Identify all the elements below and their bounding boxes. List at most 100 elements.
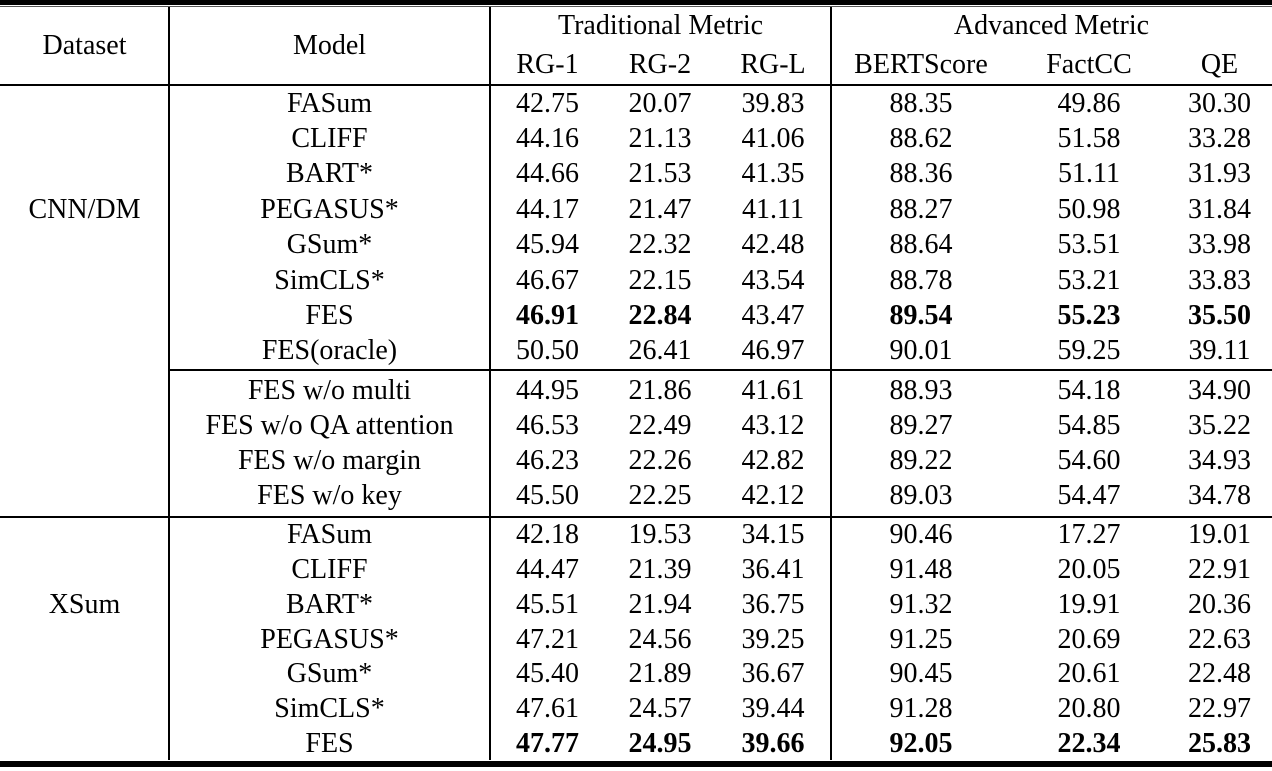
metric-value: 21.13	[628, 123, 692, 155]
table-row: FASum 42.75 20.07 39.83 88.35 49.86 30.30	[0, 86, 1272, 121]
metric-value: 51.58	[1057, 123, 1121, 155]
model-name: FASum	[286, 87, 373, 119]
metric-value: 22.25	[628, 479, 692, 511]
metric-value: 42.12	[741, 479, 805, 511]
col-header-rg-1: RG-1	[516, 48, 579, 80]
model-name: SimCLS*	[274, 264, 385, 296]
metric-value: 54.18	[1057, 374, 1121, 406]
metric-header-row: RG-1 RG-2 RG-L BERTScore FactCC QE	[490, 45, 1272, 84]
table-row: PEGASUS* 44.17 21.47 41.11 88.27 50.98 31.84	[0, 192, 1272, 227]
vertical-rule-dataset-model	[168, 7, 170, 760]
group-header-advanced-metric: Advanced Metric	[953, 10, 1150, 41]
metric-value: 22.15	[628, 264, 692, 296]
metric-value: 88.78	[889, 264, 953, 296]
model-name: FES(oracle)	[261, 335, 398, 367]
table-row: BART* 44.66 21.53 41.35 88.36 51.11 31.93	[0, 157, 1272, 192]
dataset-cell-empty	[0, 657, 169, 692]
metric-value: 22.97	[1188, 692, 1251, 724]
metric-value: 90.01	[889, 335, 953, 367]
metric-value: 42.82	[741, 444, 805, 476]
table-row: SimCLS* 47.61 24.57 39.44 91.28 20.80 22.97	[0, 692, 1272, 727]
metric-value: 22.34	[1057, 727, 1121, 759]
table-row: GSum* 45.94 22.32 42.48 88.64 53.51 33.98	[0, 228, 1272, 263]
metric-value: 20.61	[1057, 658, 1121, 690]
metric-value: 21.47	[628, 193, 692, 225]
metric-value: 50.50	[516, 335, 579, 367]
metric-value: 22.32	[628, 229, 692, 261]
model-name: CLIFF	[291, 554, 368, 586]
model-name: FES	[305, 727, 354, 759]
metric-value: 22.49	[628, 409, 692, 441]
dataset-cell-empty	[0, 553, 169, 588]
table-header: Dataset Model Traditional Metric Advance…	[0, 7, 1272, 84]
col-header-dataset: Dataset	[42, 29, 127, 61]
metric-value: 22.63	[1188, 623, 1251, 655]
metric-value: 33.98	[1188, 229, 1251, 261]
metric-value: 24.56	[628, 623, 692, 655]
metric-value: 30.30	[1188, 87, 1251, 119]
metric-value: 54.85	[1057, 409, 1121, 441]
dataset-cell-empty	[0, 726, 169, 761]
metric-value: 22.26	[628, 444, 692, 476]
metric-value: 20.07	[628, 87, 692, 119]
metric-value: 89.22	[889, 444, 953, 476]
dataset-label-xsum: XSum	[48, 588, 121, 620]
dataset-cell-empty	[0, 373, 169, 408]
metric-value: 25.83	[1188, 727, 1251, 759]
table-row: FES w/o multi 44.95 21.86 41.61 88.93 54.18 34…	[0, 373, 1272, 408]
metric-value: 36.67	[741, 658, 805, 690]
table-row: FES(oracle) 50.50 26.41 46.97 90.01 59.25 39.1…	[0, 334, 1272, 369]
metric-value: 39.83	[741, 87, 805, 119]
metric-value: 46.67	[516, 264, 579, 296]
metric-value: 39.44	[741, 692, 805, 724]
metric-value: 90.46	[889, 519, 953, 551]
metric-value: 17.27	[1057, 519, 1121, 551]
dataset-cell-empty	[0, 298, 169, 333]
table-bottom-rule	[0, 761, 1272, 768]
metric-value: 20.69	[1057, 623, 1121, 655]
metric-value: 46.97	[741, 335, 805, 367]
metric-value: 91.32	[889, 588, 953, 620]
table-top-rule	[0, 0, 1272, 5]
metric-value: 21.39	[628, 554, 692, 586]
metric-value: 42.75	[516, 87, 579, 119]
table-row: FES 47.77 24.95 39.66 92.05 22.34 25.83	[0, 726, 1272, 761]
table-row: BART* 45.51 21.94 36.75 91.32 19.91 20.36	[0, 588, 1272, 623]
metric-value: 24.95	[628, 727, 692, 759]
metric-value: 31.84	[1188, 193, 1251, 225]
table-row: GSum* 45.40 21.89 36.67 90.45 20.61 22.48	[0, 657, 1272, 692]
metric-value: 50.98	[1057, 193, 1121, 225]
metric-value: 22.91	[1188, 554, 1251, 586]
dataset-cell-empty	[0, 334, 169, 369]
table-row: CLIFF 44.16 21.13 41.06 88.62 51.58 33.28	[0, 121, 1272, 156]
metric-value: 44.95	[516, 374, 579, 406]
metric-value: 89.54	[889, 300, 953, 332]
model-name: GSum*	[286, 658, 373, 690]
metric-value: 33.28	[1188, 123, 1251, 155]
dataset-cell-empty	[0, 443, 169, 478]
metric-value: 22.48	[1188, 658, 1251, 690]
metric-value: 44.66	[516, 158, 579, 190]
metric-value: 34.93	[1188, 444, 1251, 476]
metric-value: 54.47	[1057, 479, 1121, 511]
metric-value: 34.15	[741, 519, 805, 551]
vertical-rule-model-traditional	[489, 7, 491, 760]
dataset-cell-empty	[0, 622, 169, 657]
table-row: CLIFF 44.47 21.39 36.41 91.48 20.05 22.91	[0, 553, 1272, 588]
metric-value: 24.57	[628, 692, 692, 724]
metric-value: 41.06	[741, 123, 805, 155]
col-header-rg-l: RG-L	[740, 48, 806, 80]
metric-value: 45.40	[516, 658, 579, 690]
model-name: PEGASUS*	[260, 623, 399, 655]
metric-value: 91.28	[889, 692, 953, 724]
metric-value: 22.84	[628, 300, 692, 332]
metric-value: 44.17	[516, 193, 579, 225]
metric-value: 21.94	[628, 588, 692, 620]
metric-value: 21.89	[628, 658, 692, 690]
metric-value: 39.11	[1188, 335, 1251, 367]
metric-value: 51.11	[1058, 158, 1120, 190]
table-row: SimCLS* 46.67 22.15 43.54 88.78 53.21 33.83	[0, 263, 1272, 298]
header-separator-rule	[0, 84, 1272, 86]
dataset-cell-empty	[0, 408, 169, 443]
section-separator-rule	[0, 516, 1272, 519]
